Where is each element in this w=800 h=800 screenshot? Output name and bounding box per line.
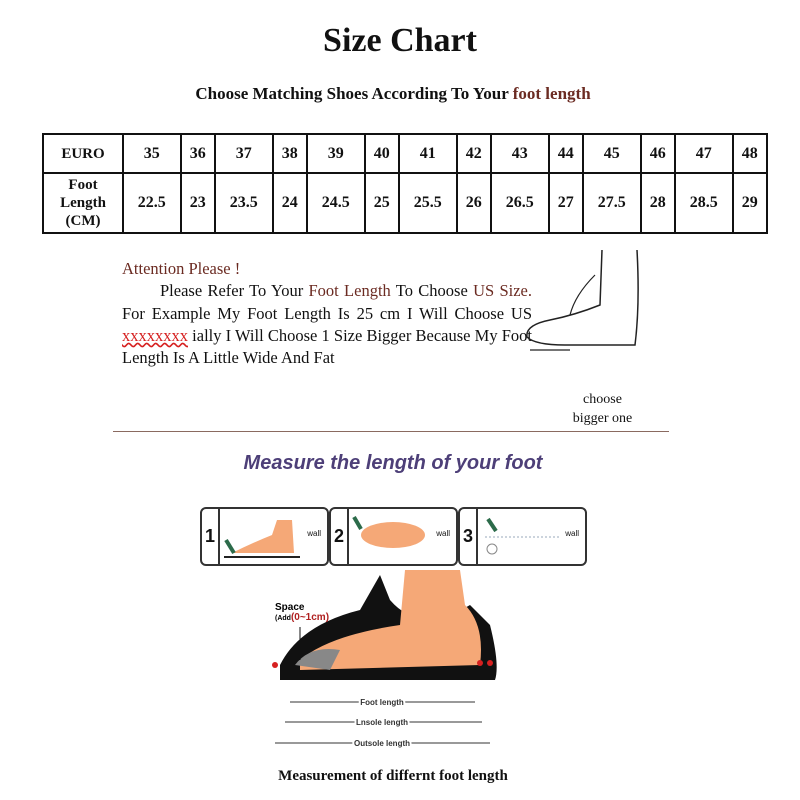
foot-length-cell: 23 [179,172,216,234]
label-line: Length [60,195,106,211]
diagram-caption: Measurement of differnt foot length [278,768,508,784]
page-title: Size Chart [323,22,477,59]
foot-length-cell: 24.5 [306,172,366,234]
step-number: 1 [202,509,220,564]
size-table: EURO 35 36 37 38 39 40 41 42 43 44 45 46 47 48 Foot Le… [42,133,768,234]
label-line: (CM) [65,213,101,229]
euro-size-cell: 35 [122,133,182,174]
foot-length-cell: 25.5 [398,172,458,234]
euro-size-cell: 45 [582,133,642,174]
outsole-length-label: Outsole length [354,739,410,748]
note-text: For Example My Foot Length Is 25 cm I Wi… [122,303,532,323]
euro-size-cell: 36 [179,133,216,174]
foot-length-cell: 29 [731,172,768,234]
note-highlight: US Size. [473,281,532,301]
foot-length-cell: 25 [363,172,400,234]
space-add: (Add [275,615,291,622]
euro-size-cell: 42 [455,133,492,174]
wall-label: wall [436,529,450,538]
shoe-foot-diagram: Space (Add(0~1cm) Foot length Lnsole len… [272,570,497,750]
step-2: 2 wall [329,507,458,566]
foot-length-cell: 24 [271,172,308,234]
step-number: 3 [460,509,478,564]
euro-label: EURO [42,133,124,174]
note-highlight: Foot Length [308,281,391,301]
foot-length-cell: 28 [639,172,676,234]
attention-note: Attention Please ! Please Refer To Your … [122,258,532,369]
foot-side-icon [224,520,300,558]
foot-sketch-icon [526,249,639,351]
euro-size-cell: 41 [398,133,458,174]
foot-length-cell: 27 [547,172,584,234]
euro-size-cell: 37 [214,133,274,174]
step-3: 3 wall [458,507,587,566]
note-text: Please Refer To Your [160,281,309,301]
space-add-label: (Add(0~1cm) [275,612,329,623]
choose-line: choose [583,392,622,407]
foot-length-label: Foot Length (CM) [42,172,124,234]
euro-size-cell: 48 [731,133,768,174]
space-label: Space [275,602,305,613]
foot-top-icon [352,515,425,548]
foot-length-cell: 26 [455,172,492,234]
note-heading: Attention Please ! [122,259,241,278]
subtitle-text: Choose Matching Shoes According To Your [195,84,513,103]
euro-size-cell: 44 [547,133,584,174]
foot-length-cell: 27.5 [582,172,642,234]
step-number: 2 [331,509,349,564]
foot-length-cell: 22.5 [122,172,182,234]
foot-length-label: Foot length [360,698,404,707]
foot-length-cell: 26.5 [490,172,550,234]
measure-title: Measure the length of your foot [243,452,543,474]
euro-size-cell: 39 [306,133,366,174]
note-body: Please Refer To Your Foot Length To Choo… [122,280,532,369]
note-text: ially I Will Choose 1 Size Bigger Becaus… [122,325,532,368]
euro-row: EURO 35 36 37 38 39 40 41 42 43 44 45 46 47 48 [42,133,768,174]
euro-size-cell: 38 [271,133,308,174]
subtitle: Choose Matching Shoes According To Your … [0,84,786,104]
choose-bigger-note: choose bigger one [560,390,645,428]
foot-length-cell: 23.5 [214,172,274,234]
euro-size-cell: 47 [674,133,734,174]
space-range: (0~1cm) [291,612,329,623]
ruler-icon [485,517,560,555]
euro-size-cell: 40 [363,133,400,174]
wall-label: wall [565,529,579,538]
step-1: 1 wall [200,507,329,566]
divider [113,431,669,432]
wall-label: wall [307,529,321,538]
euro-size-cell: 46 [639,133,676,174]
foot-length-row: Foot Length (CM) 22.5 23 23.5 24 24.5 25 25.5 26 2… [42,172,768,234]
label-line: Foot [68,177,98,193]
note-text: To Choose [390,281,474,301]
foot-length-cell: 28.5 [674,172,734,234]
choose-line: bigger one [572,411,633,426]
euro-size-cell: 43 [490,133,550,174]
subtitle-highlight: foot length [512,84,591,103]
note-redacted: xxxxxxxx [122,325,188,345]
insole-length-label: Lnsole length [356,718,408,727]
